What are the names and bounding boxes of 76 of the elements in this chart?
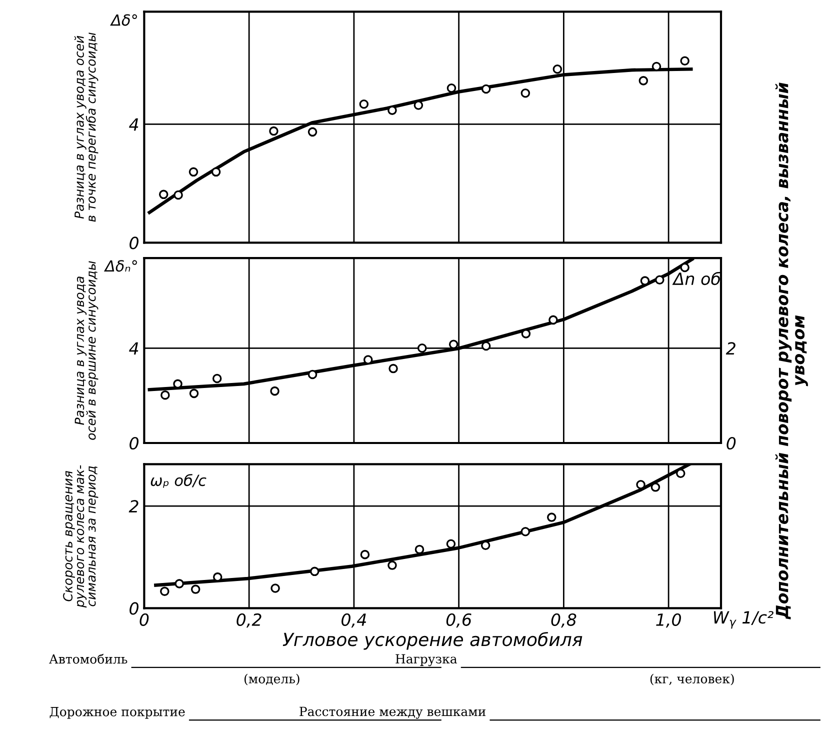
y-tick-label: 4 (129, 118, 138, 131)
annotation: Δn об (672, 272, 720, 286)
point (414, 100, 424, 110)
point (174, 190, 183, 200)
text: Δδ° (110, 14, 137, 26)
point (520, 88, 530, 98)
point (446, 83, 456, 93)
x-tick-label: 0,4 (342, 613, 366, 628)
point (414, 544, 424, 554)
annotation: ωₚ об/с (150, 474, 206, 488)
point (552, 64, 562, 74)
point (548, 315, 558, 325)
point (481, 341, 491, 351)
point (270, 386, 280, 396)
text: Автомобиль (49, 654, 128, 664)
point (189, 388, 199, 398)
point (211, 167, 221, 177)
x-tick-label: 0,8 (551, 613, 576, 628)
y2-tick-label: 0 (726, 436, 736, 450)
point (676, 468, 686, 478)
text: (кг, человек) (650, 674, 734, 686)
x-tick-label: 0,6 (446, 613, 472, 628)
point (160, 390, 170, 400)
point (174, 579, 184, 588)
point (212, 374, 222, 384)
point (359, 99, 369, 109)
point (680, 56, 690, 66)
point (308, 127, 318, 137)
y-tick-label: 0 (130, 436, 138, 450)
point (655, 275, 664, 284)
text: Δδₙ° (104, 260, 137, 272)
x-tick-label: 0,2 (236, 613, 262, 628)
y-tick-label: 2 (128, 500, 138, 512)
y-axis-title: Скорость вращения рулевого колеса мак- симальная за период (63, 465, 98, 608)
point (269, 126, 278, 136)
point (188, 167, 198, 177)
y2-axis-title: Дополнительный поворот рулевого колеса, вызванный уводом (775, 82, 808, 620)
point (308, 370, 318, 380)
y-axis-title: Разница в углах увода осей в точке перегиба синусоиды (74, 32, 98, 222)
text: W$_{γ}$ 1/с² (714, 611, 774, 629)
point (680, 262, 690, 272)
point (270, 584, 280, 593)
point (520, 526, 530, 536)
point (388, 560, 397, 570)
text: Нагрузка (396, 654, 457, 666)
y-tick-label: 0 (130, 602, 138, 615)
y-tick-label: 0 (130, 236, 138, 250)
point (480, 540, 490, 550)
point (360, 550, 370, 560)
point (546, 512, 556, 522)
point (190, 584, 200, 594)
y2-tick-label: 2 (726, 342, 736, 354)
point (636, 480, 646, 490)
point (310, 566, 320, 576)
point (652, 62, 662, 72)
text: Дорожное покрытие (50, 707, 185, 719)
x-axis-title: Угловое ускорение автомобиля (282, 632, 582, 650)
point (158, 190, 168, 200)
point (417, 344, 427, 353)
point (640, 276, 650, 286)
point (638, 76, 648, 86)
x-tick-label: 0 (140, 613, 149, 626)
y-tick-label: 4 (129, 342, 138, 354)
y-axis-title: Разница в углах увода осей в вершине синусоиды (74, 261, 98, 440)
point (650, 482, 660, 492)
text: Расстояние между вешками (300, 706, 486, 719)
point (481, 84, 491, 94)
point (521, 329, 531, 338)
x-tick-label: 1,0 (656, 613, 681, 628)
point (363, 355, 373, 364)
point (446, 539, 456, 548)
point (160, 586, 170, 596)
point (448, 340, 458, 349)
point (388, 364, 398, 374)
point (388, 106, 397, 115)
text: (модель) (244, 674, 300, 686)
